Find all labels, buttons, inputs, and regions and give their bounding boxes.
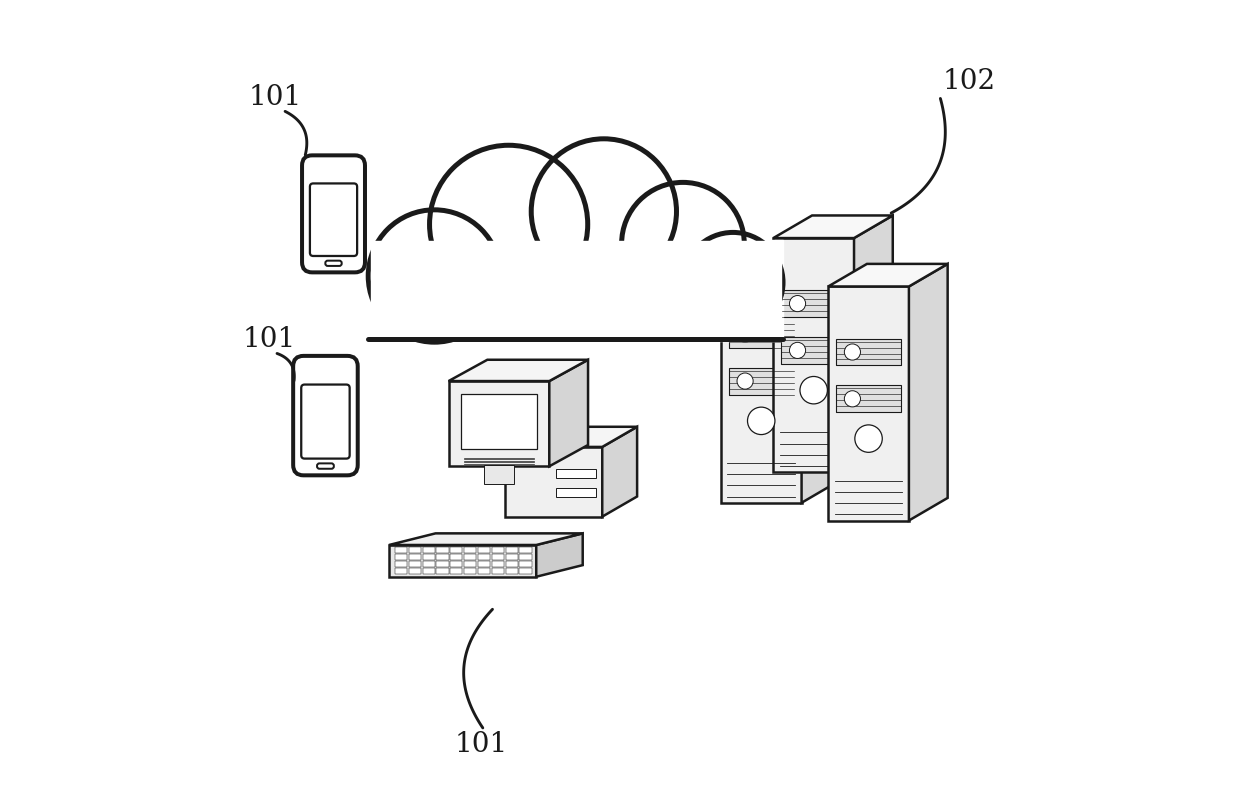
Bar [729, 321, 794, 348]
Circle shape [844, 391, 861, 407]
Bar [394, 568, 407, 574]
Circle shape [737, 373, 753, 389]
Text: 102: 102 [942, 68, 996, 94]
FancyBboxPatch shape [303, 155, 365, 273]
Bar [484, 465, 515, 483]
Bar [436, 554, 449, 560]
Bar [520, 554, 532, 560]
Circle shape [854, 424, 883, 452]
Circle shape [531, 139, 677, 284]
Bar [492, 561, 503, 567]
Bar [520, 568, 532, 574]
Bar [774, 238, 854, 472]
Bar [461, 394, 537, 449]
Bar [556, 469, 596, 478]
Polygon shape [801, 246, 841, 503]
Bar [371, 241, 781, 338]
Text: 101: 101 [242, 326, 295, 353]
Bar [781, 337, 846, 364]
Bar [464, 561, 476, 567]
Polygon shape [720, 246, 841, 269]
Text: 101: 101 [249, 84, 303, 111]
Bar [836, 386, 900, 412]
Bar [449, 381, 549, 466]
Circle shape [844, 344, 861, 360]
Bar [423, 547, 435, 553]
Polygon shape [506, 427, 637, 447]
Bar [464, 568, 476, 574]
Polygon shape [449, 360, 588, 381]
Bar [556, 488, 596, 497]
Bar [828, 286, 909, 521]
Bar [506, 561, 517, 567]
Bar [394, 554, 407, 560]
Bar [492, 547, 503, 553]
Circle shape [737, 326, 753, 342]
Bar [409, 568, 420, 574]
Circle shape [683, 232, 782, 332]
Circle shape [790, 295, 806, 312]
Bar [477, 554, 490, 560]
FancyBboxPatch shape [325, 261, 342, 266]
Bar [436, 547, 449, 553]
Bar [394, 547, 407, 553]
Bar [464, 547, 476, 553]
Bar [423, 554, 435, 560]
Polygon shape [774, 215, 893, 238]
Bar [368, 240, 782, 341]
Bar [836, 339, 900, 366]
Polygon shape [549, 360, 588, 466]
Bar [409, 561, 420, 567]
Bar [477, 547, 490, 553]
Circle shape [800, 376, 827, 404]
Bar [450, 547, 463, 553]
Bar [729, 368, 794, 395]
Bar [506, 554, 517, 560]
Circle shape [368, 210, 501, 342]
Bar [506, 447, 603, 516]
Bar [781, 291, 846, 317]
Polygon shape [854, 215, 893, 472]
Bar [409, 547, 420, 553]
Bar [477, 568, 490, 574]
Bar [720, 269, 801, 503]
Bar [389, 545, 536, 577]
FancyBboxPatch shape [317, 463, 334, 469]
Bar [450, 554, 463, 560]
Bar [506, 547, 517, 553]
FancyBboxPatch shape [293, 356, 357, 475]
Polygon shape [389, 533, 583, 545]
Bar [506, 568, 517, 574]
Bar [520, 547, 532, 553]
Bar [492, 568, 503, 574]
Circle shape [429, 145, 588, 303]
Text: 101: 101 [455, 731, 508, 758]
Bar [423, 568, 435, 574]
Bar [436, 568, 449, 574]
Bar [464, 554, 476, 560]
FancyBboxPatch shape [301, 385, 350, 458]
Polygon shape [603, 427, 637, 516]
Bar [436, 561, 449, 567]
Bar [520, 561, 532, 567]
Polygon shape [828, 264, 947, 286]
Circle shape [748, 407, 775, 434]
Bar [492, 554, 503, 560]
Polygon shape [536, 533, 583, 577]
Bar [394, 561, 407, 567]
Bar [450, 561, 463, 567]
FancyBboxPatch shape [310, 183, 357, 256]
Circle shape [621, 182, 744, 305]
Bar [450, 568, 463, 574]
Bar [477, 561, 490, 567]
Circle shape [790, 342, 806, 358]
Bar [409, 554, 420, 560]
Polygon shape [909, 264, 947, 521]
Bar [423, 561, 435, 567]
